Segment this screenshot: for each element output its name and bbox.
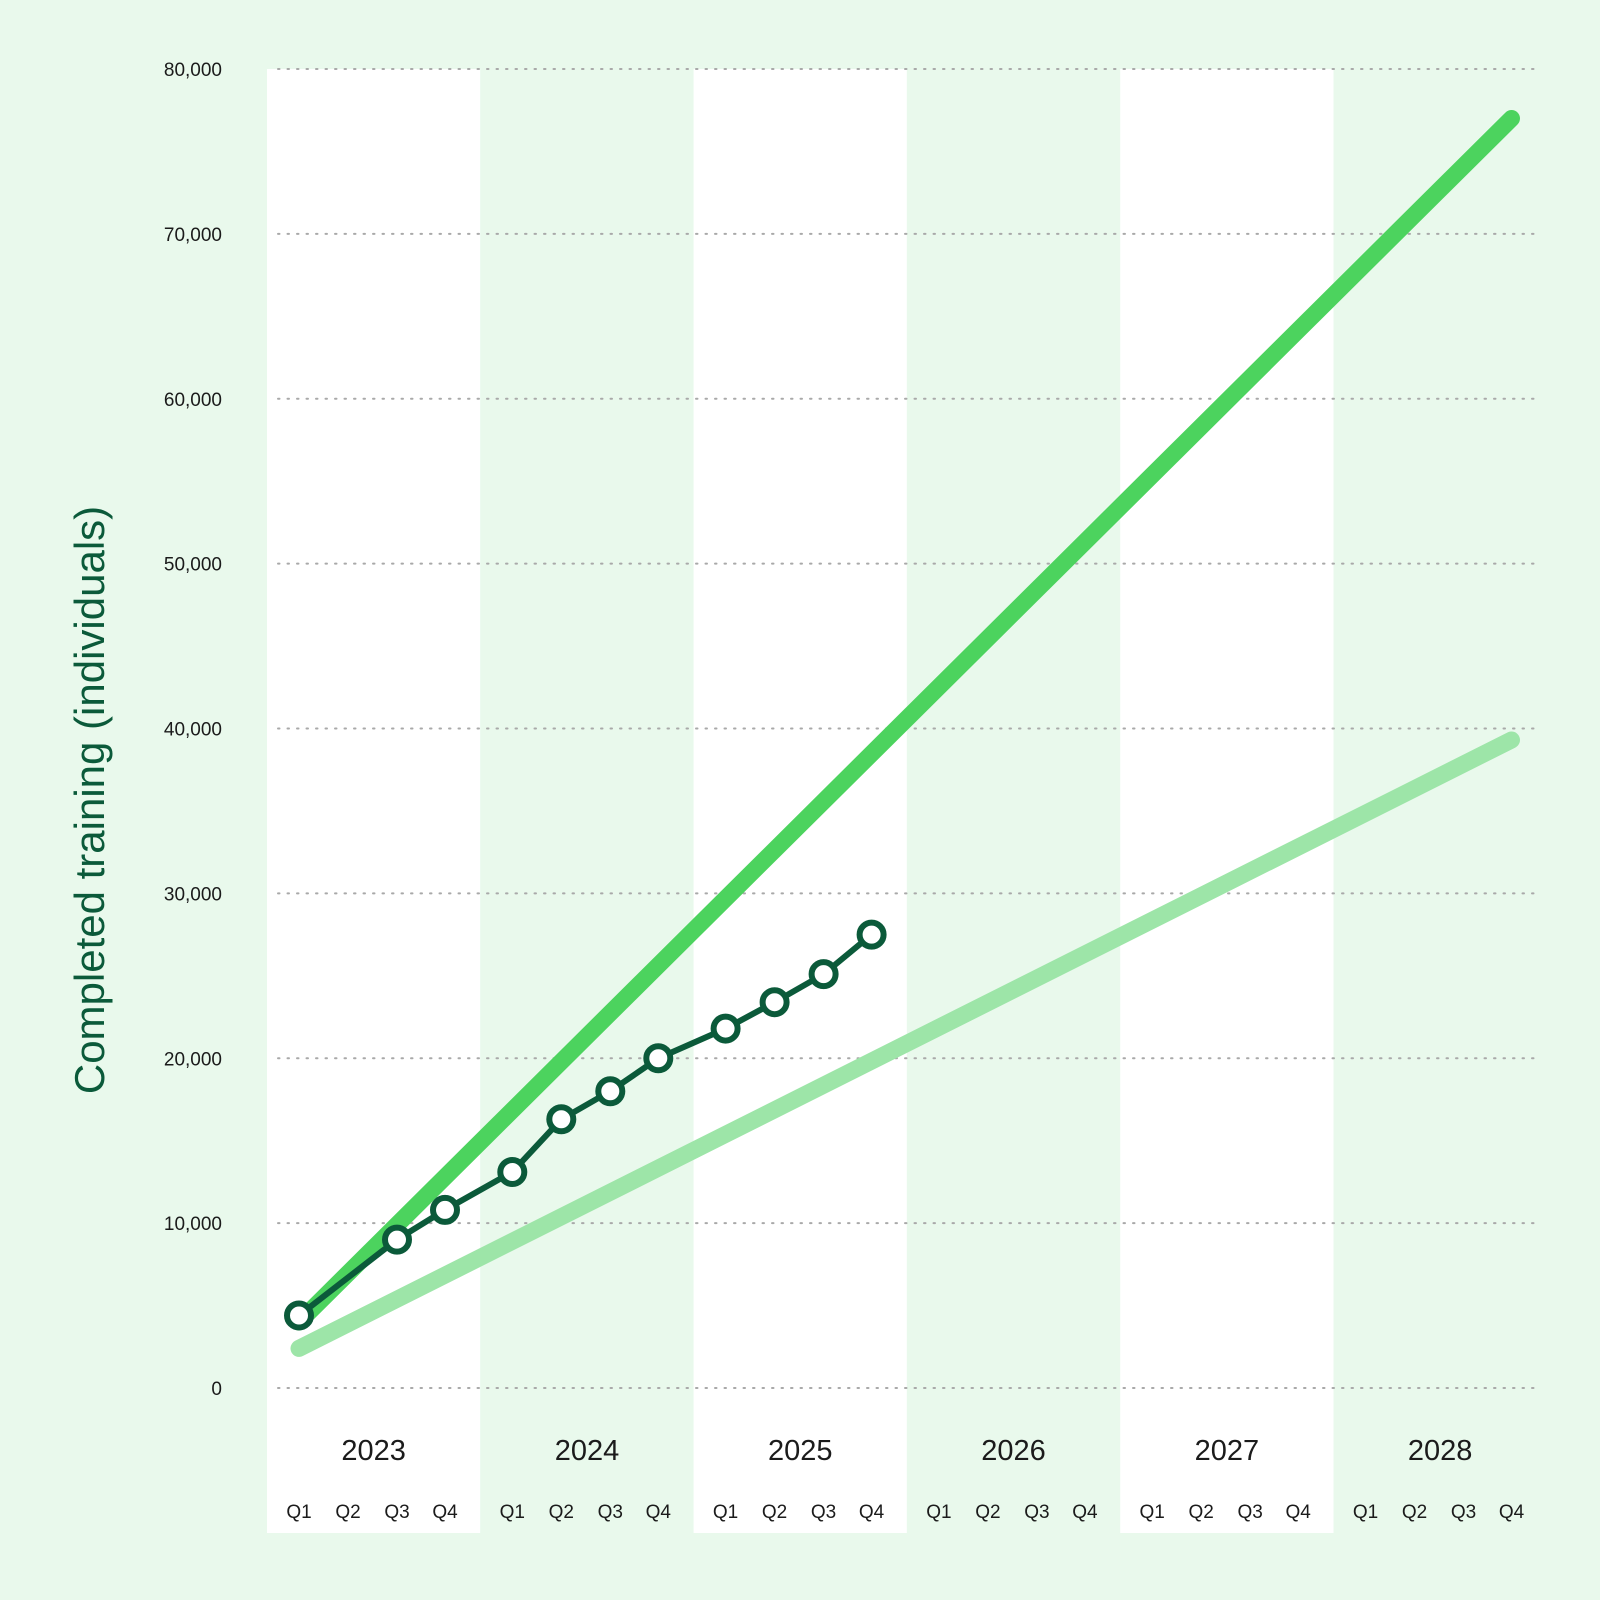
quarter-label: Q1	[500, 1502, 525, 1523]
data-point	[284, 1300, 314, 1331]
quarter-label: Q1	[1140, 1502, 1165, 1523]
gridlines	[277, 68, 1536, 1389]
year-label: 2028	[1408, 1435, 1473, 1467]
year-band-2027	[1120, 69, 1334, 1533]
y-tick-label: 0	[211, 1379, 222, 1400]
quarter-label: Q1	[1353, 1502, 1378, 1523]
data-point	[643, 1043, 674, 1074]
quarter-label: Q2	[1402, 1502, 1427, 1523]
y-tick-label: 20,000	[164, 1049, 222, 1070]
y-tick-label: 70,000	[164, 225, 222, 246]
data-point	[546, 1104, 577, 1135]
year-bands	[267, 69, 1547, 1533]
quarter-label: Q3	[1024, 1502, 1049, 1523]
quarter-label: Q4	[1499, 1502, 1525, 1523]
data-point	[808, 959, 839, 990]
data-point	[759, 987, 790, 1018]
quarter-label: Q4	[859, 1502, 885, 1523]
year-label: 2027	[1195, 1435, 1260, 1467]
quarter-label: Q3	[1238, 1502, 1263, 1523]
y-tick-label: 40,000	[164, 720, 222, 741]
data-point	[710, 1013, 741, 1044]
y-tick-label: 10,000	[164, 1214, 222, 1235]
data-point	[497, 1157, 528, 1188]
series-line-1	[290, 731, 1520, 1357]
quarter-label: Q4	[1286, 1502, 1312, 1523]
y-tick-label: 80,000	[164, 60, 222, 81]
quarter-label: Q3	[598, 1502, 623, 1523]
y-tick-label: 50,000	[164, 555, 222, 576]
quarter-label: Q2	[335, 1502, 360, 1523]
year-band-2023	[267, 69, 481, 1533]
quarter-label: Q4	[432, 1502, 458, 1523]
data-point	[856, 919, 887, 950]
y-axis-title: Completed training (individuals)	[66, 506, 113, 1094]
year-label: 2023	[341, 1435, 406, 1467]
quarter-label: Q4	[646, 1502, 672, 1523]
y-tick-label: 30,000	[164, 884, 222, 905]
year-band-2028	[1333, 69, 1547, 1533]
y-axis-ticks: 0 10,000 20,000 30,000 40,000 50,000 60,000 70,…	[164, 60, 222, 1400]
series-layer	[284, 110, 1520, 1357]
data-point	[595, 1076, 626, 1107]
quarter-label: Q1	[713, 1502, 738, 1523]
data-point	[430, 1194, 460, 1225]
x-axis-labels: 2023 Q1 Q2 Q3 Q4 2024 Q1 Q2 Q3 Q4 2025 Q1 Q2 Q3 Q4 2026…	[286, 1435, 1524, 1523]
year-band-2024	[480, 69, 694, 1533]
quarter-label: Q2	[762, 1502, 787, 1523]
quarter-label: Q1	[926, 1502, 951, 1523]
year-label: 2025	[768, 1435, 833, 1467]
quarter-label: Q3	[384, 1502, 409, 1523]
quarter-label: Q2	[975, 1502, 1000, 1523]
quarter-label: Q3	[811, 1502, 836, 1523]
series-line-0	[290, 110, 1520, 1331]
quarter-label: Q3	[1451, 1502, 1476, 1523]
year-label: 2024	[555, 1435, 620, 1467]
quarter-label: Q4	[1072, 1502, 1098, 1523]
year-label: 2026	[981, 1435, 1046, 1467]
quarter-label: Q1	[286, 1502, 311, 1523]
quarter-label: Q2	[549, 1502, 574, 1523]
data-point	[382, 1224, 412, 1255]
y-tick-label: 60,000	[164, 390, 222, 411]
quarter-label: Q2	[1189, 1502, 1214, 1523]
year-band-2025	[693, 69, 907, 1533]
year-band-2026	[906, 69, 1121, 1533]
